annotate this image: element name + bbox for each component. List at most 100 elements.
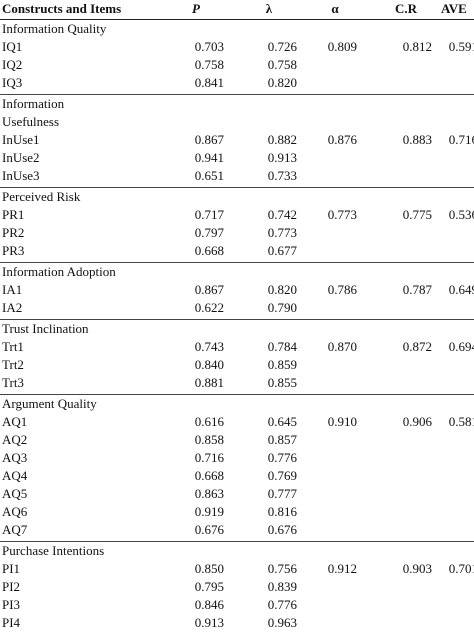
item-p: 0.717 [194,207,224,222]
header-p: P [192,1,200,16]
construct-alpha: 0.786 [327,282,357,297]
item-lambda: 0.726 [267,39,297,54]
construct-cr: 0.903 [402,561,432,576]
item-lambda: 0.820 [267,75,297,90]
table-row: IQ2 0.758 0.758 [0,56,474,74]
construct-name: Information Quality [0,20,474,38]
table-row: IA1 0.867 0.820 0.786 0.787 0.649 [0,281,474,299]
table-row: AQ6 0.919 0.816 [0,503,474,521]
item-id: AQ7 [2,522,28,537]
table-row: InUse1 0.867 0.882 0.876 0.883 0.716 [0,131,474,149]
item-p: 0.867 [194,282,224,297]
construct-name-text: Perceived Risk [2,189,81,204]
table-row: AQ1 0.616 0.645 0.910 0.906 0.581 [0,413,474,431]
table-row: PI4 0.913 0.963 [0,614,474,632]
construct-section: Purchase Intentions PI1 0.850 0.756 0.912 0.9… [0,541,474,632]
item-p: 0.716 [194,450,224,465]
item-id: Trt2 [2,357,24,372]
table-row: AQ5 0.863 0.777 [0,485,474,503]
item-lambda: 0.913 [267,150,297,165]
header-ave: AVE [441,1,467,16]
item-p: 0.758 [194,57,224,72]
item-lambda: 0.816 [267,504,297,519]
construct-ave: 0.716 [448,132,474,147]
item-lambda: 0.773 [267,225,297,240]
item-id: InUse1 [2,132,40,147]
item-id: PI1 [2,561,21,576]
item-id: PI4 [2,615,21,630]
construct-ave: 0.536 [448,207,474,222]
table-row: AQ7 0.676 0.676 [0,521,474,539]
construct-name: Purchase Intentions [0,542,474,560]
table-row: IQ1 0.703 0.726 0.809 0.812 0.591 [0,38,474,56]
item-id: IA1 [2,282,23,297]
item-lambda: 0.859 [267,357,297,372]
construct-name-text: Usefulness [2,114,60,129]
table-row: PI2 0.795 0.839 [0,578,474,596]
table-row: IA2 0.622 0.790 [0,299,474,317]
table-row: PR2 0.797 0.773 [0,224,474,242]
item-id: PR2 [2,225,25,240]
item-lambda: 0.963 [267,615,297,630]
table-row: AQ2 0.858 0.857 [0,431,474,449]
construct-ave: 0.694 [448,339,474,354]
table-row: PR3 0.668 0.677 [0,242,474,260]
item-p: 0.797 [194,225,224,240]
item-lambda: 0.839 [267,579,297,594]
item-lambda: 0.645 [267,414,297,429]
item-id: PI3 [2,597,21,612]
table-row: IQ3 0.841 0.820 [0,74,474,92]
item-p: 0.858 [194,432,224,447]
item-lambda: 0.784 [267,339,297,354]
construct-alpha: 0.809 [327,39,357,54]
item-p: 0.881 [194,375,224,390]
construct-ave: 0.701 [448,561,474,576]
item-id: AQ1 [2,414,28,429]
item-p: 0.703 [194,39,224,54]
construct-section: Perceived Risk PR1 0.717 0.742 0.773 0.775 0.5… [0,187,474,260]
item-id: AQ2 [2,432,28,447]
item-p: 0.941 [194,150,224,165]
item-lambda: 0.820 [267,282,297,297]
item-p: 0.795 [194,579,224,594]
item-lambda: 0.777 [267,486,297,501]
item-lambda: 0.758 [267,57,297,72]
item-lambda: 0.742 [267,207,297,222]
item-lambda: 0.769 [267,468,297,483]
table-row: Trt1 0.743 0.784 0.870 0.872 0.694 [0,338,474,356]
table-row: InUse2 0.941 0.913 [0,149,474,167]
construct-ave: 0.581 [448,414,474,429]
table-row: AQ3 0.716 0.776 [0,449,474,467]
construct-name-text: Information [2,96,65,111]
item-p: 0.867 [194,132,224,147]
construct-name: Perceived Risk [0,188,474,206]
construct-alpha: 0.910 [327,414,357,429]
header-constructs: Constructs and Items [2,1,122,16]
item-id: IQ1 [2,39,23,54]
construct-name: Information Adoption [0,263,474,281]
construct-cr: 0.812 [402,39,432,54]
construct-name-text: Trust Inclination [2,321,89,336]
item-p: 0.840 [194,357,224,372]
item-p: 0.846 [194,597,224,612]
item-id: AQ5 [2,486,28,501]
item-id: PR3 [2,243,25,258]
table-body: Information Quality IQ1 0.703 0.726 0.809 0.8… [0,20,474,632]
item-id: AQ6 [2,504,28,519]
item-lambda: 0.776 [267,597,297,612]
item-p: 0.651 [194,168,224,183]
construct-ave: 0.591 [448,39,474,54]
construct-section: Information Quality IQ1 0.703 0.726 0.809 0.8… [0,20,474,92]
construct-name: Trust Inclination [0,320,474,338]
construct-section: Trust Inclination Trt1 0.743 0.784 0.870 0.87… [0,319,474,392]
item-p: 0.850 [194,561,224,576]
construct-cr: 0.906 [402,414,432,429]
table-row: PR1 0.717 0.742 0.773 0.775 0.536 [0,206,474,224]
item-lambda: 0.733 [267,168,297,183]
item-id: PR1 [2,207,25,222]
construct-name: Information [0,95,474,113]
item-id: AQ3 [2,450,28,465]
table-row: PI3 0.846 0.776 [0,596,474,614]
item-p: 0.841 [194,75,224,90]
header-cr: C.R [394,1,418,16]
